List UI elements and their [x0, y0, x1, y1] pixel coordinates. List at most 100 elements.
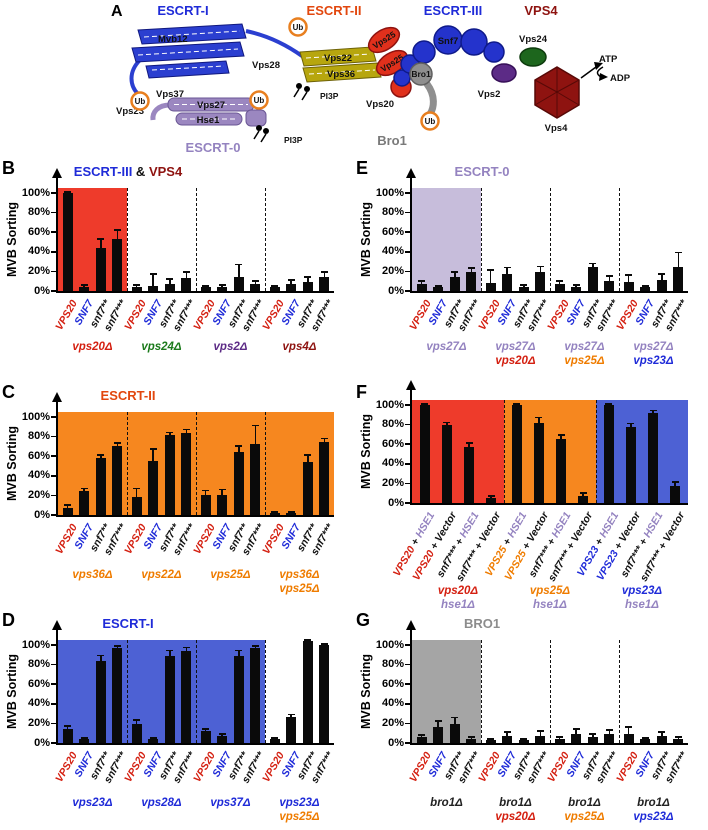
y-tick-label: 100% — [21, 186, 50, 199]
error-bar — [100, 654, 102, 667]
label-part: hse1Δ — [625, 598, 659, 611]
group-label: bro1Δ — [412, 797, 481, 811]
error-bar — [523, 738, 525, 742]
error-bar — [135, 487, 138, 508]
group-label: vps20Δ — [58, 341, 127, 355]
y-tick-label: 0% — [34, 736, 50, 749]
bar — [164, 655, 175, 743]
error-bar — [100, 238, 102, 258]
chart-title: BRO1 — [412, 616, 552, 631]
y-tick-label: 20% — [27, 264, 50, 277]
y-tick-label: 20% — [381, 716, 404, 729]
label-part: vps20Δ — [437, 585, 479, 597]
bar — [535, 272, 546, 291]
y-tick — [51, 270, 56, 273]
label-part: bro1Δ — [637, 797, 670, 809]
error-bar-cap — [589, 262, 597, 265]
group-label-line: vps25Δ — [196, 569, 265, 583]
vps23-label: Vps23 — [116, 106, 144, 117]
label-part: vps25Δ — [564, 354, 605, 367]
bar — [449, 277, 460, 291]
bro1-circle-label: Bro1 — [411, 69, 431, 79]
error-bar-cap — [320, 437, 328, 440]
label-part: vps27Δ — [633, 341, 674, 353]
bar — [269, 287, 280, 291]
error-bar-cap — [80, 487, 88, 490]
group-separator — [596, 400, 597, 503]
bar — [250, 444, 261, 515]
y-tick-label: 60% — [27, 449, 50, 462]
ubiquitin-3: Ub — [249, 90, 269, 110]
label-part: vps27Δ — [495, 341, 536, 353]
y-tick-label: 0% — [388, 496, 404, 509]
error-bar-cap — [658, 273, 666, 275]
y-tick — [405, 482, 410, 485]
error-bar-cap — [133, 487, 141, 490]
bar — [433, 727, 444, 743]
group-separator — [619, 640, 620, 743]
y-axis-arrow — [406, 620, 416, 630]
y-tick — [51, 663, 56, 666]
bar — [79, 491, 90, 515]
y-tick-label: 100% — [21, 410, 50, 423]
chart-title: ESCRT-I — [58, 616, 198, 631]
error-bar — [135, 719, 138, 730]
error-bar-cap — [149, 448, 157, 450]
group-label-line: bro1Δ — [412, 797, 481, 811]
group-label: vps27Δ vps23Δ — [619, 341, 688, 368]
error-bar — [116, 442, 119, 451]
label-part: vps36Δ — [72, 569, 113, 581]
y-axis-arrow — [52, 168, 62, 178]
bar — [587, 267, 598, 291]
error-bar — [238, 649, 240, 662]
atp-label: ATP — [599, 54, 618, 65]
bar — [302, 641, 313, 743]
error-bar — [254, 645, 257, 651]
group-label-line: hse1Δ — [504, 599, 596, 613]
vps2-label: Vps2 — [478, 89, 501, 100]
y-tick-label: 100% — [375, 398, 404, 411]
error-bar-cap — [625, 274, 633, 276]
group-label-line: vps22Δ — [127, 569, 196, 583]
group-separator — [265, 188, 266, 291]
panel-letter: C — [2, 382, 15, 402]
group-label: vps37Δ — [196, 797, 265, 811]
group-label: vps20Δ hse1Δ — [412, 585, 504, 612]
bar — [131, 724, 142, 743]
error-bar — [446, 421, 448, 428]
vps27-label: Vps27 — [197, 100, 225, 111]
group-separator — [481, 640, 482, 743]
error-bar — [66, 725, 69, 734]
y-tick-label: 60% — [381, 225, 404, 238]
y-tick-label: 80% — [27, 658, 50, 671]
error-bar-cap — [625, 726, 633, 728]
bar — [640, 287, 651, 291]
y-tick-label: 0% — [34, 284, 50, 297]
error-bar — [221, 488, 223, 503]
group-label: vps27Δ vps25Δ — [550, 341, 619, 368]
error-bar — [185, 428, 188, 437]
error-bar-cap — [572, 728, 580, 730]
error-bar-cap — [487, 738, 495, 740]
x-axis — [56, 743, 334, 745]
y-tick-label: 0% — [388, 736, 404, 749]
bro1-label: Bro1 — [377, 133, 407, 148]
error-bar — [323, 643, 326, 647]
group-label-line: vps28Δ — [127, 797, 196, 811]
vps22-label: Vps22 — [324, 53, 352, 64]
error-bar — [323, 437, 326, 446]
y-axis-label: MVB Sorting — [359, 654, 373, 729]
y-axis-label: MVB Sorting — [5, 654, 19, 729]
group-separator — [127, 640, 128, 743]
ubiquitin-1: Ub — [288, 17, 308, 37]
group-label-line: vps20Δ — [481, 811, 550, 825]
escrt0-header: ESCRT-0 — [186, 140, 241, 155]
error-bar-cap — [658, 731, 666, 733]
bar — [148, 461, 159, 515]
group-label: bro1Δ vps23Δ — [619, 797, 688, 824]
label-part: vps23Δ — [621, 585, 663, 597]
y-tick-label: 80% — [381, 418, 404, 431]
y-tick-label: 40% — [381, 245, 404, 258]
error-bar — [290, 279, 292, 290]
vps24-subunit — [519, 47, 547, 67]
